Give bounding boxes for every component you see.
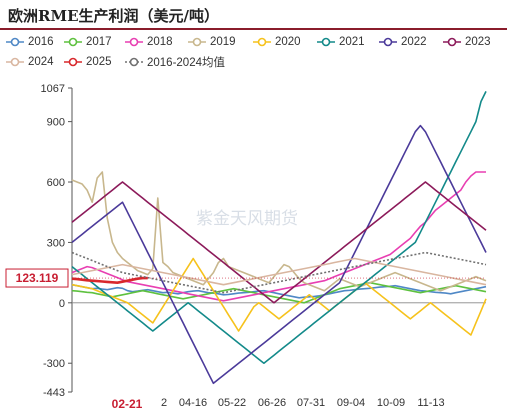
- x-tick-label: 06-26: [258, 397, 286, 409]
- highlight-value-label: 123.119: [16, 271, 59, 285]
- series-line-2020: [71, 257, 487, 336]
- legend-item-2016: 2016: [6, 33, 54, 51]
- x-tick-label: 2: [161, 397, 167, 409]
- legend-swatch: [125, 37, 143, 47]
- y-tick-label: 1067: [41, 83, 65, 95]
- legend-label: 2017: [86, 36, 112, 48]
- series-line-2024: [71, 257, 487, 286]
- series-line-2025: [71, 276, 148, 284]
- legend-item-2019: 2019: [188, 33, 236, 51]
- legend-label: 2021: [339, 36, 365, 48]
- legend-item-2022: 2022: [379, 33, 427, 51]
- legend-label: 2024: [28, 56, 54, 68]
- legend-label: 2020: [275, 36, 301, 48]
- series-line-2021: [71, 91, 487, 364]
- legend-label: 2016-2024均值: [147, 57, 225, 69]
- series-line-2016-2024均值: [71, 251, 487, 294]
- x-tick-label: 10-09: [377, 397, 405, 409]
- legend-swatch: [253, 37, 271, 47]
- y-tick-label: -300: [43, 358, 65, 370]
- highlight-value-box: [5, 268, 69, 288]
- x-tick-label: 04-16: [179, 397, 207, 409]
- series-line-2019: [71, 171, 487, 292]
- legend-item-2024: 2024: [6, 53, 54, 71]
- legend-item-2016-2024均值: 2016-2024均值: [125, 53, 225, 71]
- legend-swatch: [443, 37, 461, 47]
- series-line-2023: [71, 181, 487, 304]
- watermark-text: 紫金天风期货: [196, 209, 298, 228]
- legend-swatch: [379, 37, 397, 47]
- legend-label: 2019: [210, 36, 236, 48]
- legend-swatch: [125, 57, 143, 67]
- y-tick-label: 0: [59, 298, 65, 310]
- legend-label: 2016: [28, 36, 54, 48]
- legend-item-2023: 2023: [443, 33, 491, 51]
- legend-item-2025: 2025: [64, 53, 112, 71]
- legend-swatch: [188, 37, 206, 47]
- legend-swatch: [6, 37, 24, 47]
- y-tick-label: 900: [47, 117, 65, 129]
- highlight-date-label: 02-21: [112, 397, 143, 411]
- title-bar: 欧洲RME生产利润（美元/吨）: [0, 0, 507, 30]
- x-tick-label: 07-31: [297, 397, 325, 409]
- x-tick-label: 05-22: [218, 397, 246, 409]
- legend-swatch: [6, 57, 24, 67]
- series-line-2022: [71, 124, 487, 385]
- legend-swatch: [64, 57, 82, 67]
- chart-title: 欧洲RME生产利润（美元/吨）: [8, 7, 219, 25]
- legend-label: 2022: [401, 36, 427, 48]
- series-line-2018: [71, 171, 486, 302]
- legend-item-2017: 2017: [64, 33, 112, 51]
- legend-item-2018: 2018: [125, 33, 173, 51]
- legend-swatch: [64, 37, 82, 47]
- y-tick-label: 600: [47, 177, 65, 189]
- y-tick-label: 300: [47, 237, 65, 249]
- legend-label: 2025: [86, 56, 112, 68]
- x-tick-label: 09-04: [337, 397, 365, 409]
- legend-item-2020: 2020: [253, 33, 301, 51]
- legend-label: 2018: [147, 36, 173, 48]
- x-tick-label: 11-13: [417, 397, 444, 409]
- legend-label: 2023: [465, 36, 491, 48]
- legend-item-2021: 2021: [317, 33, 365, 51]
- y-tick-label: -443: [43, 387, 65, 399]
- legend-swatch: [317, 37, 335, 47]
